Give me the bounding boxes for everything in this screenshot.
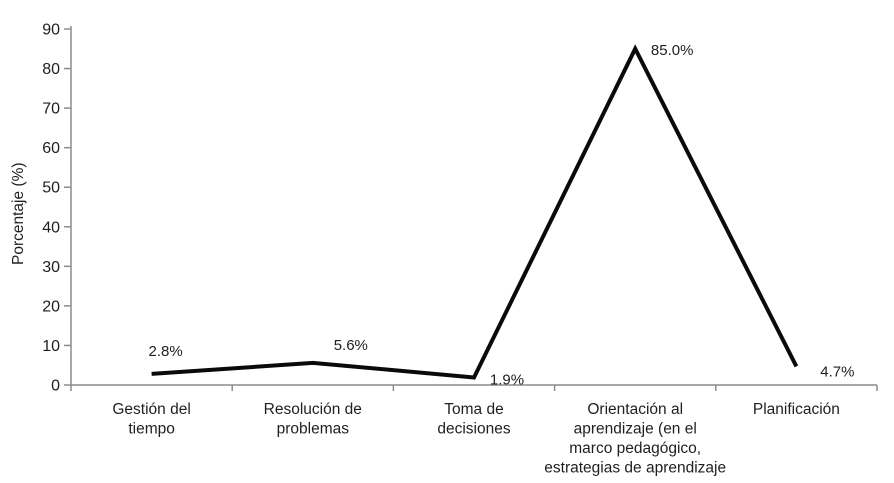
y-tick-label: 60 (42, 140, 60, 157)
x-category-label: Gestión del tiempo (112, 401, 190, 438)
y-tick-label: 10 (42, 338, 60, 355)
x-category-label: Orientación al aprendizaje (en el marco pe… (544, 401, 726, 477)
y-tick-label: 90 (42, 22, 60, 39)
y-tick-label: 0 (51, 378, 60, 395)
y-tick-label: 20 (42, 298, 60, 315)
y-tick-label: 50 (42, 180, 60, 197)
data-point-label: 1.9% (490, 371, 524, 388)
y-tick-label: 30 (42, 259, 60, 276)
data-point-label: 85.0% (651, 42, 694, 59)
y-tick-label: 80 (42, 61, 60, 78)
data-point-label: 2.8% (148, 343, 182, 360)
y-tick-label: 70 (42, 101, 60, 118)
x-category-label: Resolución de problemas (264, 401, 362, 438)
x-category-label: Planificación (753, 401, 840, 418)
data-point-label: 5.6% (334, 337, 368, 354)
data-series-line (151, 44, 799, 380)
y-axis-title: Porcentaje (%) (10, 162, 27, 266)
y-tick-label: 40 (42, 219, 60, 236)
data-point-label: 4.7% (820, 363, 854, 380)
x-category-label: Toma de decisiones (437, 401, 510, 438)
